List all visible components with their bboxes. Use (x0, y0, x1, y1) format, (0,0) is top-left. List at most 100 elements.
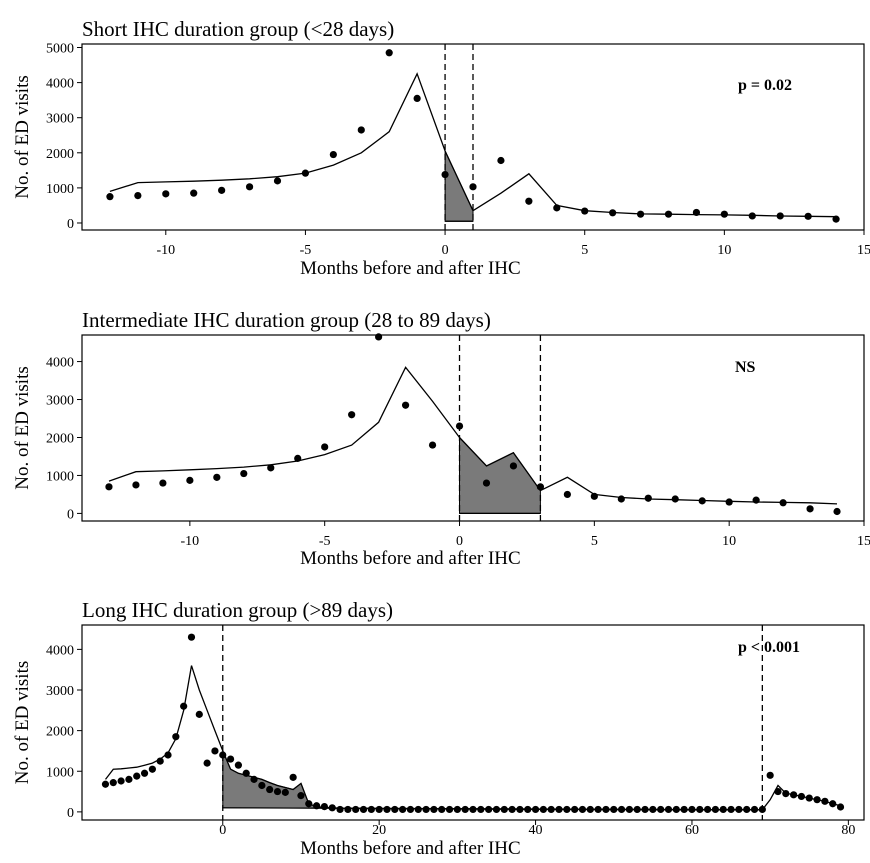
data-point (698, 497, 706, 505)
data-point (547, 805, 555, 814)
data-point (743, 805, 751, 814)
data-point (461, 805, 469, 814)
data-point (563, 490, 571, 499)
y-tick-label: 2000 (46, 725, 74, 740)
data-point (250, 775, 258, 783)
data-point (258, 781, 266, 790)
data-point (428, 441, 437, 449)
data-point (711, 805, 720, 814)
y-tick-label: 0 (67, 507, 74, 522)
data-point (704, 805, 712, 814)
data-point (590, 492, 598, 500)
data-point (401, 401, 410, 409)
data-point (625, 805, 634, 814)
x-tick-label: 40 (529, 823, 543, 838)
data-point (750, 805, 759, 814)
data-point (186, 476, 194, 484)
x-tick-label: 0 (442, 243, 449, 258)
data-point (226, 755, 235, 763)
panel-border (81, 624, 865, 821)
x-axis-title: Months before and after IHC (300, 838, 521, 858)
x-tick-label: 10 (717, 243, 731, 258)
y-tick-label: 0 (67, 217, 74, 232)
panel-2: Intermediate IHC duration group (28 to 8… (12, 308, 870, 569)
data-point (211, 747, 219, 755)
data-point (680, 805, 688, 814)
y-tick-label: 0 (67, 806, 74, 821)
data-point (106, 193, 114, 201)
data-point (664, 805, 673, 814)
data-point (804, 212, 812, 220)
data-point (553, 204, 561, 212)
data-point (441, 170, 449, 179)
data-point (720, 210, 728, 218)
x-tick-label: 20 (372, 823, 386, 838)
intervention-shaded-area (444, 150, 474, 222)
data-point (117, 777, 125, 785)
x-tick-label: 0 (456, 534, 463, 549)
data-point (571, 805, 579, 814)
data-point (469, 183, 477, 191)
data-point (162, 190, 170, 198)
data-point (391, 805, 399, 814)
data-point (833, 507, 841, 516)
data-point (586, 805, 594, 814)
data-point (109, 779, 117, 787)
y-axis-title: No. of ED visits (12, 661, 33, 785)
data-point (805, 794, 813, 802)
data-point (806, 505, 814, 513)
panel-title: Intermediate IHC duration group (28 to 8… (82, 308, 491, 332)
data-point (352, 805, 360, 814)
data-point (164, 751, 172, 759)
data-point (140, 769, 149, 777)
data-point (779, 499, 787, 507)
x-tick-label: -10 (156, 243, 175, 258)
intervention-shaded-area (459, 436, 541, 514)
data-point (581, 207, 589, 215)
data-point (688, 805, 696, 814)
data-point (329, 150, 337, 159)
data-point (641, 805, 649, 814)
data-point (696, 805, 704, 814)
x-tick-label: -10 (181, 534, 200, 549)
x-tick-label: 5 (591, 534, 598, 549)
data-point (657, 805, 665, 814)
panel-border (81, 334, 865, 522)
data-point (524, 805, 532, 814)
data-point (636, 210, 645, 218)
x-tick-label: 10 (722, 534, 736, 549)
data-point (594, 805, 602, 814)
data-point (234, 761, 242, 769)
y-tick-label: 1000 (46, 182, 74, 197)
data-point (633, 805, 641, 814)
data-point (359, 805, 368, 814)
data-point (336, 805, 344, 814)
data-point (602, 805, 610, 814)
data-point (245, 183, 254, 191)
y-tick-label: 5000 (46, 42, 74, 57)
data-point (240, 469, 248, 478)
data-point (719, 805, 727, 814)
data-point (482, 479, 491, 487)
x-tick-label: 60 (685, 823, 699, 838)
significance-annotation: p = 0.02 (738, 77, 792, 94)
data-point (692, 208, 701, 217)
data-point (664, 210, 673, 218)
data-point (385, 49, 393, 57)
data-point (725, 498, 733, 506)
data-point (492, 805, 501, 814)
data-point (406, 805, 415, 814)
data-point (348, 411, 356, 419)
data-point (281, 788, 289, 796)
data-point (367, 805, 375, 814)
data-point (497, 156, 505, 165)
data-point (195, 710, 203, 718)
y-tick-label: 1000 (46, 469, 74, 484)
panel-title: Short IHC duration group (<28 days) (82, 17, 394, 41)
x-tick-label: -5 (319, 534, 331, 549)
data-point (766, 771, 774, 779)
data-point (375, 805, 383, 814)
y-tick-label: 3000 (46, 394, 74, 409)
data-point (797, 792, 806, 801)
